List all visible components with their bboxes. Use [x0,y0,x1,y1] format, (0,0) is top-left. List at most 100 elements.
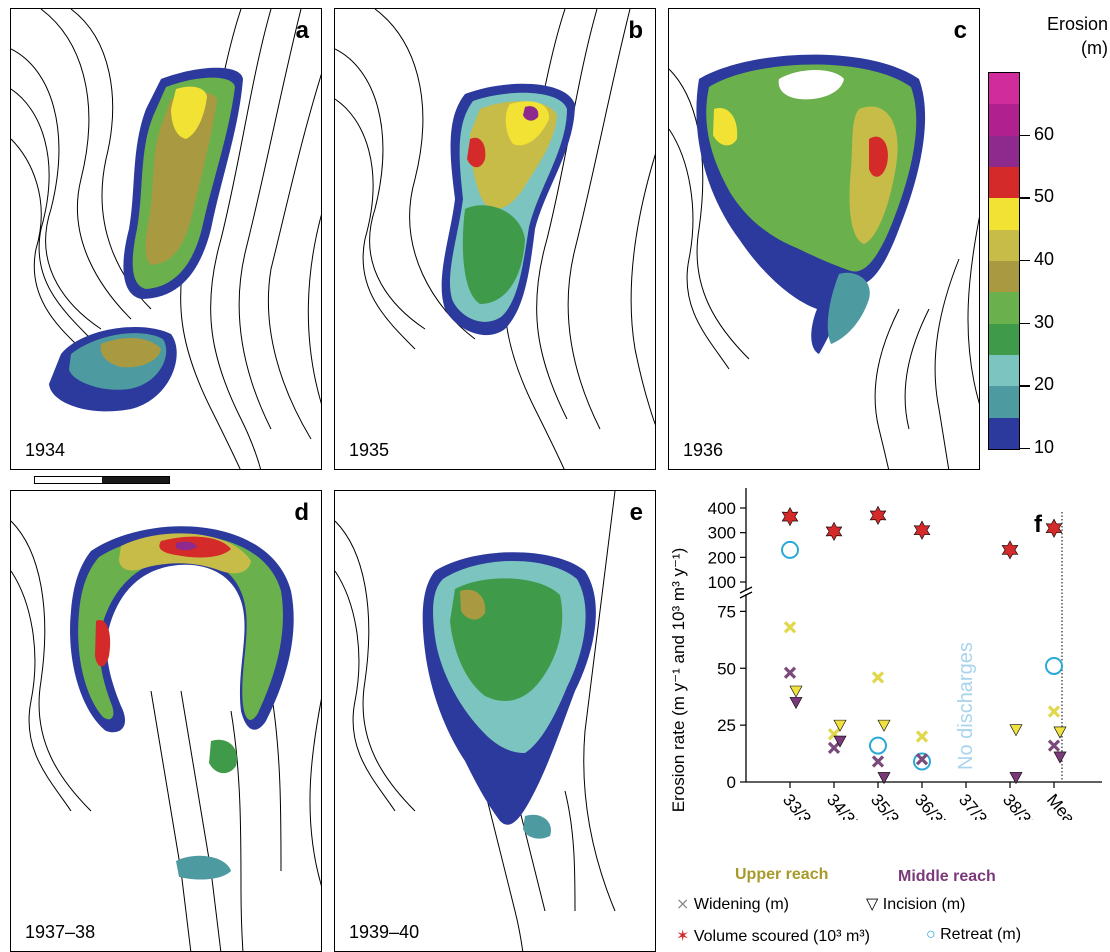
legend-retreat: ○ Retreat (m) [926,926,1021,944]
legend-incision-text: Incision (m) [882,896,966,913]
legend-middle-reach: Middle reach [898,868,996,885]
colorbar-swatch [989,323,1019,355]
colorbar-tick [1020,197,1030,199]
colorbar-swatch [989,166,1019,199]
legend-widening-text: Widening (m) [693,896,789,913]
panel-letter: e [629,499,643,526]
map-c-svg [669,54,979,469]
volume-point [913,520,931,540]
widening-point [915,730,929,743]
colorbar-swatch [989,386,1019,418]
erosion-patch-1 [523,814,551,839]
erosion-zone-hole [778,70,844,100]
x-tick-label: 33/34 [779,790,821,820]
map-e-svg [335,491,616,951]
colorbar-swatch [989,417,1019,449]
colorbar-tick-label: 10 [1034,437,1055,457]
colorbar-swatch [989,229,1019,261]
widening-point [871,671,885,684]
legend-volume: ✶ Volume scoured (10³ m³) [676,926,870,946]
x-tick-label: 37/38 [955,790,997,820]
colorbar-title-line2: (m) [1081,38,1108,58]
colorbar-tick-label: 20 [1034,374,1055,395]
colorbar-swatch [989,260,1019,293]
erosion-zone-lower-core [100,337,161,368]
erosion-zone-core [171,86,207,139]
widening-point [783,621,797,634]
panel-year: 1935 [349,440,390,460]
incision-point [1009,772,1023,785]
colorbar-swatch [989,354,1019,387]
erosion-arc-mid [78,534,283,720]
retreat-point [781,540,799,559]
map-d-svg [11,520,321,951]
map-panel-c: c 1936 [668,8,980,470]
colorbar-swatch [989,292,1019,324]
colorbar-tick [1020,448,1030,450]
y-tick-label: 100 [708,573,736,592]
erosion-zone-core [460,589,486,620]
map-panel-b: b 1935 [334,8,656,470]
erosion-patch-2 [176,855,231,880]
incision-point [789,685,803,698]
colorbar-tick [1020,385,1030,387]
axis-break-mark [739,586,753,594]
retreat-point [913,752,931,771]
volume-point [869,505,887,526]
panel-year: 1936 [683,440,724,460]
legend-incision: ▽ Incision (m) [866,894,965,914]
volume-point [825,521,843,542]
map-a-svg [11,9,321,469]
y-tick-label: 0 [727,773,736,792]
legend-retreat-text: Retreat (m) [940,926,1022,943]
colorbar-tick-label: 60 [1034,123,1055,144]
incision-point [877,719,891,732]
widening-point [1047,739,1061,752]
colorbar-swatch [989,73,1019,105]
colorbar-swatch [989,198,1019,230]
panel-year: 1934 [25,440,66,460]
topo-contours [669,68,979,469]
erosion-zone-hot [467,137,486,168]
map-panel-d: d 1937–38 [10,490,322,952]
x-tick-label: Mean [1043,790,1085,820]
erosion-arc-left-hot [95,620,111,667]
topo-contours [335,491,616,951]
widening-point [827,741,841,755]
colorbar-swatch [989,104,1019,136]
erosion-colorbar [988,72,1020,450]
incision-point [1009,724,1023,737]
erosion-patch-1 [209,739,237,774]
colorbar-title-line1: Erosion [1046,14,1108,34]
no-discharge-label: No discharges [955,642,977,770]
panel-letter: a [295,17,309,44]
x-tick-label: 38/39 [999,790,1041,820]
widening-point [871,755,885,768]
panel-letter: f [1034,511,1043,538]
colorbar-tick [1020,134,1030,136]
colorbar-swatch [989,135,1019,167]
panel-letter: c [953,17,967,44]
axis-break-mark [739,591,753,599]
y-axis-label: Erosion rate (m y⁻¹ and 10³ m³ y⁻¹) [669,548,688,813]
erosion-zone-lower [827,272,870,344]
incision-point [1053,726,1067,739]
colorbar-tick-label: 30 [1034,311,1055,332]
incision-point [833,735,847,748]
erosion-zone-left-core [713,108,738,146]
panel-letter: b [628,17,643,44]
volume-star-icon: ✶ [676,928,690,945]
map-panel-a: a 1934 [10,8,322,470]
erosion-zone-green [462,205,525,304]
y-tick-label: 50 [717,659,736,678]
incision-point [877,772,891,785]
retreat-point [869,736,887,755]
retreat-point [1045,656,1063,675]
legend-upper-reach: Upper reach [735,866,829,883]
widening-point [915,753,929,766]
colorbar-tick-label: 50 [1034,186,1055,207]
legend-volume-text: Volume scoured (10³ m³) [693,928,870,945]
panel-year: 1937–38 [25,922,96,942]
colorbar-tick [1020,322,1030,324]
widening-point [1047,705,1061,718]
